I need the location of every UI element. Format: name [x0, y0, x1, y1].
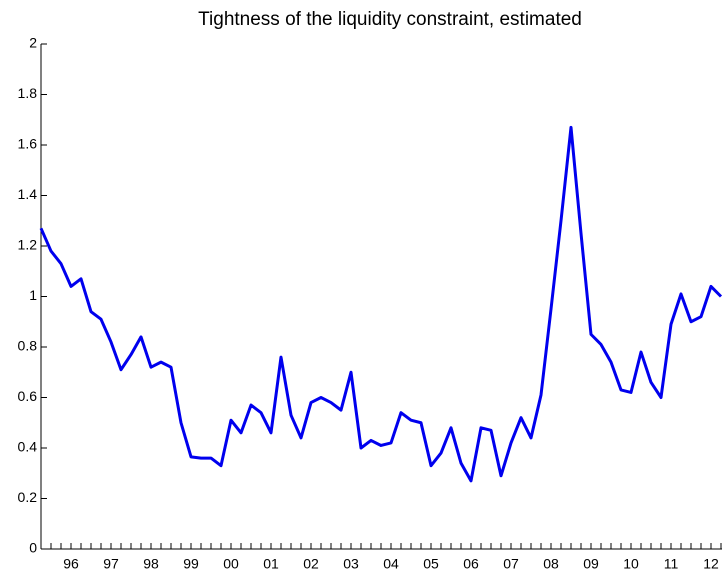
y-tick-label: 0.8: [18, 338, 38, 354]
x-tick-label: 03: [343, 556, 359, 572]
y-tick-label: 0.4: [18, 439, 38, 455]
chart-title: Tightness of the liquidity constraint, e…: [198, 9, 582, 30]
x-tick-label: 09: [583, 556, 599, 572]
x-tick-label: 05: [423, 556, 439, 572]
y-tick-label: 0: [29, 540, 37, 556]
x-tick-label: 98: [143, 556, 159, 572]
x-tick-label: 96: [63, 556, 79, 572]
y-tick-label: 1.6: [18, 136, 38, 152]
x-tick-label: 11: [664, 556, 679, 572]
x-tick-label: 99: [183, 556, 199, 572]
y-tick-label: 1: [29, 287, 37, 303]
x-tick-label: 12: [703, 556, 719, 572]
y-tick-label: 2: [29, 35, 37, 51]
x-tick-label: 00: [223, 556, 239, 572]
y-tick-label: 1.8: [18, 85, 38, 101]
y-tick-label: 1.4: [18, 186, 38, 202]
y-tick-label: 1.2: [18, 237, 38, 253]
line: [39, 125, 723, 483]
x-tick-label: 10: [623, 556, 639, 572]
y-tick-label: 0.6: [18, 388, 38, 404]
x-tick-label: 06: [463, 556, 479, 572]
x-tick-label: 08: [543, 556, 559, 572]
y-tick-label: 0.2: [18, 489, 38, 505]
x-tick-label: 02: [303, 556, 319, 572]
x-tick-label: 07: [503, 556, 519, 572]
x-tick-label: 01: [263, 556, 279, 572]
x-tick-label: 97: [103, 556, 119, 572]
x-tick-label: 04: [383, 556, 399, 572]
